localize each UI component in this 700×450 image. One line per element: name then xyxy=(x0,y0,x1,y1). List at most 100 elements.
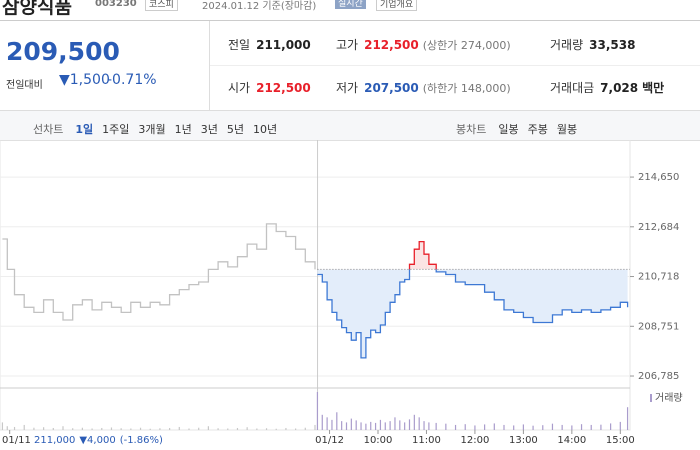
volume-bar xyxy=(6,426,8,430)
volume-bar xyxy=(423,421,425,430)
volume-bar xyxy=(474,425,476,430)
volume-bar xyxy=(394,417,396,430)
tab[interactable]: 5년 xyxy=(226,123,245,136)
price-line-down xyxy=(317,269,629,359)
x-tick-label: 01/12 xyxy=(315,435,344,446)
stat: 고가 212,500 (상한가 274,000) xyxy=(336,36,511,53)
volume-bar xyxy=(522,424,524,430)
volume-bar xyxy=(188,428,190,430)
x-tick-label: 15:00 xyxy=(606,435,635,446)
y-tick-label: 212,684 xyxy=(638,222,679,233)
volume-bar xyxy=(341,421,343,430)
stat-label: 고가 xyxy=(336,38,359,52)
price-line-up xyxy=(408,240,437,270)
x-tick-label: 13:00 xyxy=(509,435,538,446)
volume-bar xyxy=(350,418,352,430)
volume-legend-swatch xyxy=(650,394,652,402)
stock-name: 삼양식품 xyxy=(2,0,72,18)
stat: 시가 212,500 xyxy=(228,79,311,96)
volume-bar xyxy=(217,428,219,430)
volume-bar xyxy=(316,392,319,430)
change-pct: -0.71% xyxy=(107,72,157,88)
change-label: 전일대비 xyxy=(6,80,43,91)
volume-bar xyxy=(295,428,297,430)
volume-bar xyxy=(370,421,372,430)
stat-label: 전일 xyxy=(228,38,251,52)
volume-bar xyxy=(227,428,229,430)
tab[interactable]: 1주일 xyxy=(102,123,130,136)
volume-bar xyxy=(1,422,4,430)
volume-bar xyxy=(101,427,103,430)
stat-value: 212,500 xyxy=(364,38,419,52)
volume-bar xyxy=(389,421,391,430)
volume-bar xyxy=(360,422,362,430)
volume-bar xyxy=(256,428,258,430)
volume-bar xyxy=(13,426,16,430)
chart: 214,650 212,684 210,718 208,751 206,785 01/11… xyxy=(0,140,683,446)
volume-bar xyxy=(33,427,35,430)
volume-bar xyxy=(428,422,430,430)
realtime-button[interactable]: 실시간 xyxy=(335,0,366,9)
tab[interactable]: 3년 xyxy=(200,123,218,136)
stat: 거래량 33,538 xyxy=(550,36,635,53)
volume-bar xyxy=(464,424,466,430)
summary-prev-close: 211,000 xyxy=(34,435,75,446)
volume-bar xyxy=(304,427,306,430)
volume-bar xyxy=(336,412,338,430)
volume-bar xyxy=(275,428,277,430)
market-badge: 코스피 xyxy=(145,0,178,11)
volume-bar xyxy=(321,414,323,430)
tab[interactable]: 3개월 xyxy=(138,123,166,136)
volume-bar xyxy=(62,426,64,430)
stat-value: 33,538 xyxy=(589,38,636,52)
price-line xyxy=(2,223,316,321)
company-button[interactable]: 기업개요 xyxy=(376,0,418,11)
volume-bar xyxy=(445,423,447,430)
stat-note: (하한가 148,000) xyxy=(422,82,511,95)
volume-bar xyxy=(571,425,573,430)
volume-bar xyxy=(590,424,592,430)
volume-bar xyxy=(81,427,83,430)
tab-bar: 선차트 1일 1주일 3개월 1년 3년 5년 10년 봉차트 일봉 주봉 월봉 xyxy=(0,110,700,141)
volume-bar xyxy=(532,425,534,430)
volume-bar xyxy=(399,420,401,430)
volume-bar xyxy=(331,419,333,430)
stat: 전일 211,000 xyxy=(228,36,311,53)
x-tick-label: 12:00 xyxy=(461,435,490,446)
tab[interactable]: 일봉 xyxy=(498,123,519,136)
tab[interactable]: 월봉 xyxy=(556,123,578,136)
volume-bar xyxy=(365,423,367,430)
volume-bar xyxy=(379,419,382,430)
tab[interactable]: 1일 xyxy=(75,123,94,136)
volume-bar xyxy=(626,407,629,430)
volume-bar xyxy=(374,422,377,430)
volume-bar xyxy=(561,424,563,430)
volume-bar xyxy=(178,426,180,430)
tab[interactable]: 10년 xyxy=(253,123,278,136)
volume-bar xyxy=(384,422,386,430)
summary: 211,000 ▼4,000 (-1.86%) xyxy=(34,435,163,446)
candle-tabs: 봉차트 일봉 주봉 월봉 xyxy=(456,118,586,137)
stat-value: 207,500 xyxy=(364,81,419,95)
stat-label: 거래대금 xyxy=(550,81,595,95)
volume-bar xyxy=(610,423,612,430)
x-tick-label: 11:00 xyxy=(412,435,441,446)
stat-label: 저가 xyxy=(336,81,359,95)
volume-bar xyxy=(265,428,268,430)
volume-bar xyxy=(139,427,142,430)
stat-note: (상한가 274,000) xyxy=(422,39,511,52)
volume-bar xyxy=(91,428,93,430)
line-tabs: 선차트 1일 1주일 3개월 1년 3년 5년 10년 xyxy=(33,118,286,137)
volume-bar xyxy=(484,424,486,430)
volume-bar xyxy=(435,422,437,430)
tab[interactable]: 주봉 xyxy=(527,123,548,136)
volume-bar xyxy=(110,427,113,430)
volume-label: 거래량 xyxy=(655,392,683,404)
volume-bar xyxy=(149,428,151,430)
volume-bar xyxy=(246,427,248,430)
stat-unit: 백만 xyxy=(642,81,665,95)
volume-bar xyxy=(513,425,515,430)
quote-box: 209,500 전일대비 ▼1,500 -0.71% xyxy=(0,21,210,110)
tab[interactable]: 1년 xyxy=(174,123,192,136)
volume-bar xyxy=(314,424,316,430)
